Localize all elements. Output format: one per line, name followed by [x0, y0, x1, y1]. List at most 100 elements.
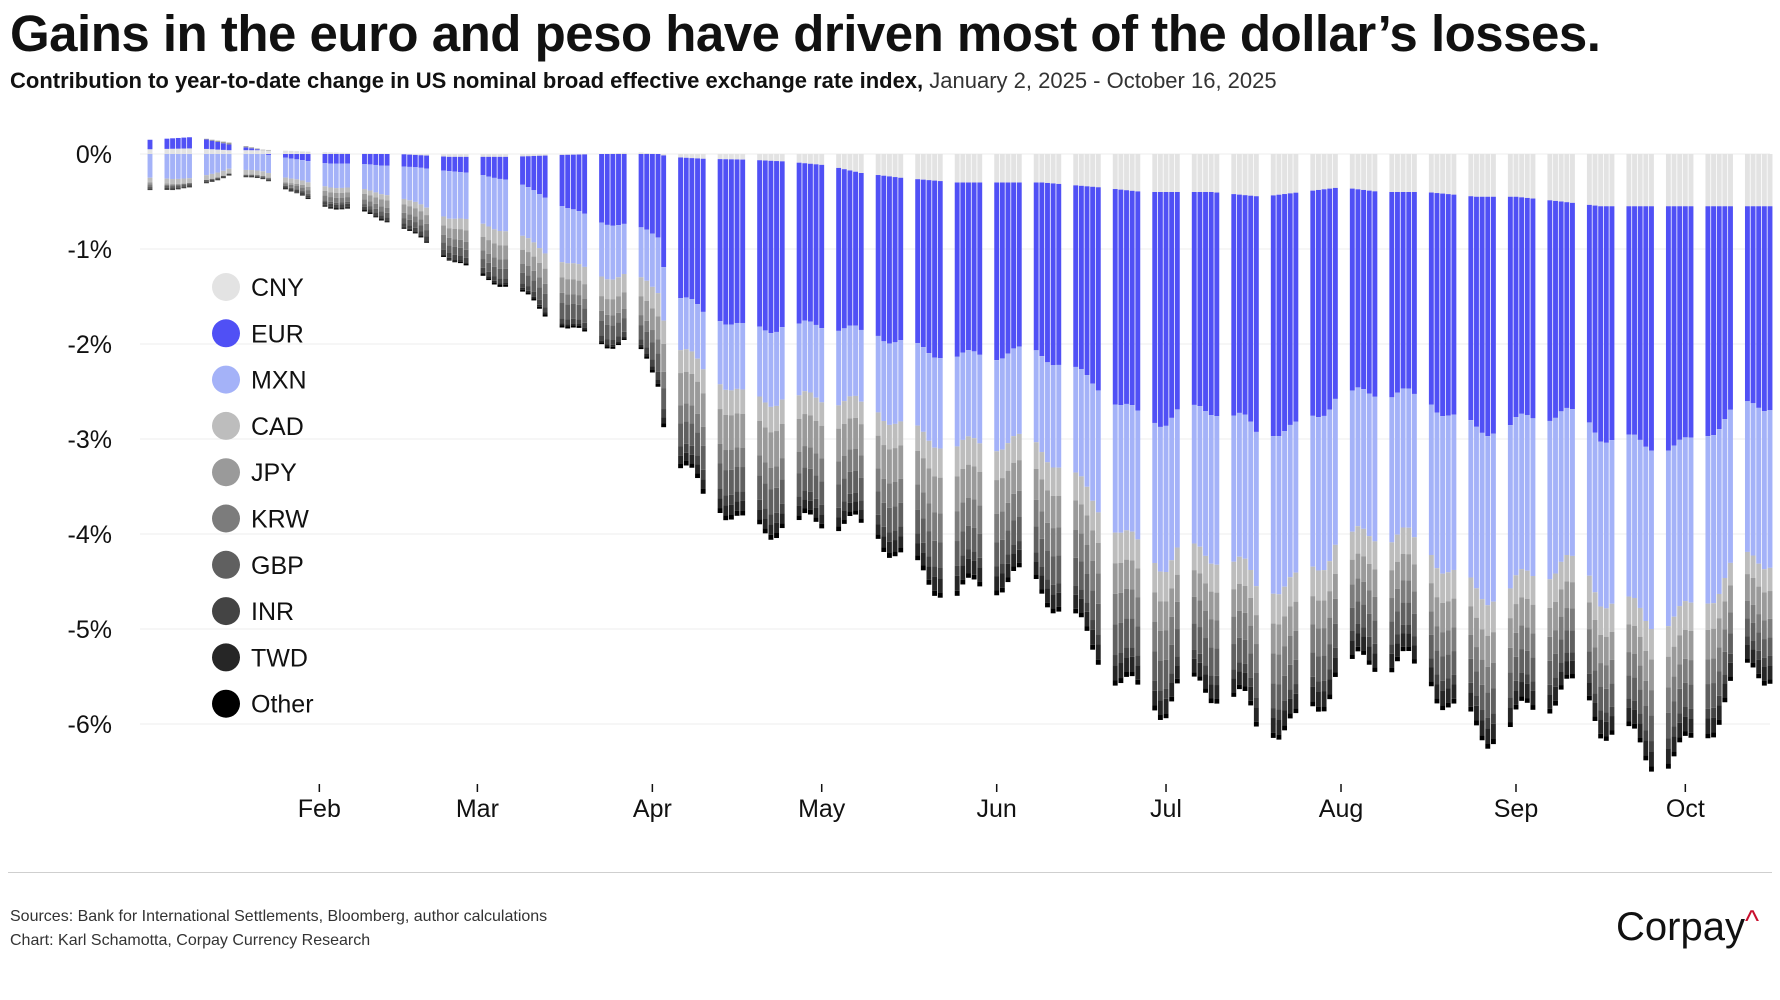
- bar-segment-eur: [807, 163, 813, 322]
- bar-segment-inr: [599, 335, 605, 341]
- bar-segment-inr: [966, 549, 971, 559]
- bar-segment-cny: [1355, 154, 1361, 190]
- bar-segment-cad: [1671, 616, 1677, 647]
- bar-segment-other: [1163, 713, 1169, 719]
- bar-segment-eur: [1440, 193, 1446, 417]
- bar-segment-jpy: [1570, 582, 1575, 609]
- bar-segment-other: [1231, 692, 1237, 697]
- bar-segment-inr: [1090, 620, 1096, 630]
- bar-segment-inr: [768, 514, 774, 525]
- bar-segment-mxn: [1524, 414, 1530, 571]
- bar-segment-twd: [1722, 683, 1728, 698]
- bar-segment-inr: [1756, 650, 1762, 660]
- bar-segment-eur: [762, 160, 768, 331]
- bar-segment-eur: [700, 158, 706, 312]
- bar-segment-other: [1722, 697, 1728, 703]
- bar-segment-mxn: [695, 304, 700, 359]
- bar-segment-cad: [655, 293, 661, 317]
- bar-segment-twd: [1440, 690, 1446, 706]
- bar-segment-other: [638, 347, 644, 350]
- bar-segment-twd: [802, 499, 808, 509]
- bar-segment-gbp: [486, 262, 492, 272]
- bar-segment-krw: [1744, 600, 1750, 619]
- bar-segment-inr: [249, 175, 255, 178]
- bar-segment-cny: [1671, 154, 1677, 207]
- bar-segment-gbp: [1677, 688, 1683, 714]
- bar-segment-eur: [1643, 206, 1649, 447]
- bar-segment-cad: [807, 392, 813, 416]
- bar-segment-jpy: [1767, 591, 1773, 619]
- bar-segment-cny: [537, 154, 542, 156]
- bar-segment-mxn: [1643, 446, 1649, 621]
- bar-segment-twd: [1643, 740, 1649, 756]
- bar-segment-twd: [305, 197, 311, 199]
- bar-segment-other: [734, 510, 740, 516]
- bar-segment-eur: [570, 154, 576, 210]
- bar-segment-inr: [147, 188, 153, 191]
- bar-segment-gbp: [1327, 644, 1333, 670]
- bar-segment-jpy: [847, 418, 853, 450]
- bar-segment-mxn: [1688, 437, 1694, 603]
- bar-segment-krw: [695, 413, 700, 433]
- bar-segment-krw: [1389, 598, 1395, 622]
- bar-segment-cad: [384, 195, 390, 201]
- bar-segment-inr: [1191, 649, 1197, 659]
- bar-segment-other: [1157, 715, 1163, 720]
- bar-segment-cad: [802, 391, 808, 415]
- bar-segment-mxn: [243, 154, 249, 170]
- bar-segment-eur: [734, 159, 740, 323]
- bar-segment-cny: [932, 154, 938, 181]
- bar-segment-gbp: [1039, 538, 1045, 567]
- bar-segment-inr: [559, 318, 565, 324]
- bar-segment-cny: [847, 154, 853, 171]
- bar-segment-jpy: [1045, 490, 1050, 523]
- bar-segment-krw: [1124, 588, 1129, 619]
- bar-segment-krw: [1152, 621, 1158, 652]
- bar-segment-mxn: [1598, 441, 1604, 607]
- bar-segment-twd: [616, 341, 621, 344]
- bar-segment-cny: [1553, 154, 1558, 201]
- bar-segment-jpy: [537, 262, 542, 278]
- bar-segment-eur: [661, 155, 667, 268]
- bar-segment-krw: [960, 502, 966, 532]
- bar-segment-gbp: [1078, 561, 1084, 590]
- bar-segment-mxn: [1016, 346, 1022, 434]
- bar-segment-inr: [1310, 676, 1316, 687]
- bar-segment-cad: [1366, 536, 1372, 564]
- bar-segment-inr: [424, 236, 430, 241]
- bar-segment-krw: [1332, 598, 1338, 624]
- bar-segment-jpy: [305, 186, 311, 191]
- bar-segment-inr: [1253, 697, 1259, 708]
- bar-segment-inr: [1400, 624, 1406, 634]
- bar-segment-eur: [847, 170, 853, 326]
- bar-segment-other: [1586, 695, 1592, 701]
- bar-segment-cny: [520, 154, 525, 157]
- bar-segment-cny: [723, 154, 729, 160]
- bar-segment-cny: [322, 152, 328, 154]
- bar-segment-other: [570, 325, 576, 328]
- bar-segment-cad: [1039, 452, 1045, 480]
- bar-segment-cad: [1270, 593, 1276, 624]
- bar-segment-cny: [858, 154, 864, 173]
- bar-segment-cny: [1090, 154, 1096, 187]
- bar-segment-krw: [164, 184, 170, 187]
- bar-segment-gbp: [1270, 683, 1276, 709]
- bar-segment-twd: [1688, 718, 1694, 733]
- bar-segment-other: [452, 261, 458, 263]
- bar-segment-other: [1395, 656, 1400, 662]
- bar-segment-cny: [926, 154, 932, 181]
- bar-segment-twd: [441, 254, 446, 257]
- bar-segment-cad: [762, 402, 768, 428]
- bar-segment-cny: [1129, 154, 1135, 191]
- bar-segment-gbp: [807, 468, 813, 492]
- bar-segment-inr: [322, 202, 328, 205]
- bar-segment-cad: [1598, 606, 1604, 635]
- bar-segment-gbp: [209, 178, 215, 180]
- bar-segment-eur: [1507, 196, 1513, 426]
- bar-segment-eur: [1236, 194, 1242, 413]
- bar-segment-twd: [1451, 684, 1457, 699]
- bar-segment-eur: [345, 154, 350, 164]
- bar-segment-cad: [226, 168, 232, 174]
- bar-segment-cad: [1716, 593, 1722, 619]
- bar-segment-mxn: [1767, 410, 1773, 568]
